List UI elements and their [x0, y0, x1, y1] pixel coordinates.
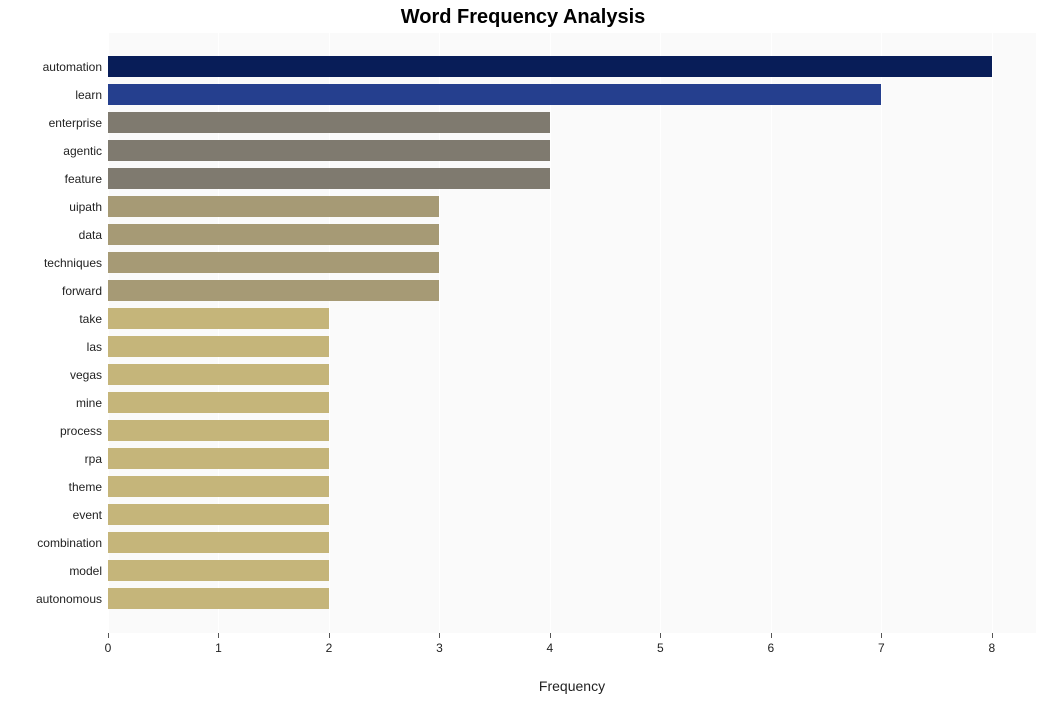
y-tick-label: feature — [65, 172, 102, 186]
bar — [108, 84, 881, 105]
x-tick-label: 4 — [530, 641, 570, 655]
y-tick-label: theme — [69, 480, 102, 494]
x-tick-label: 7 — [861, 641, 901, 655]
grid-line — [771, 33, 772, 633]
x-tick-mark — [218, 633, 219, 638]
bar — [108, 56, 992, 77]
y-tick-label: autonomous — [36, 592, 102, 606]
bar — [108, 588, 329, 609]
y-tick-label: mine — [76, 396, 102, 410]
y-tick-label: learn — [75, 88, 102, 102]
bar — [108, 532, 329, 553]
y-tick-label: uipath — [69, 200, 102, 214]
bar — [108, 196, 439, 217]
y-tick-label: agentic — [63, 144, 102, 158]
bar — [108, 168, 550, 189]
y-tick-label: take — [79, 312, 102, 326]
grid-line — [550, 33, 551, 633]
x-tick-label: 2 — [309, 641, 349, 655]
bar — [108, 476, 329, 497]
x-tick-mark — [108, 633, 109, 638]
y-tick-label: combination — [37, 536, 102, 550]
x-tick-mark — [550, 633, 551, 638]
x-tick-label: 1 — [198, 641, 238, 655]
x-tick-mark — [329, 633, 330, 638]
y-tick-label: vegas — [70, 368, 102, 382]
bar — [108, 224, 439, 245]
y-tick-label: las — [87, 340, 102, 354]
x-tick-mark — [992, 633, 993, 638]
y-tick-label: forward — [62, 284, 102, 298]
y-tick-label: techniques — [44, 256, 102, 270]
x-axis-title: Frequency — [108, 678, 1036, 694]
x-tick-label: 6 — [751, 641, 791, 655]
plot-area — [108, 33, 1036, 633]
bar — [108, 420, 329, 441]
x-tick-mark — [660, 633, 661, 638]
x-tick-mark — [881, 633, 882, 638]
y-tick-label: data — [79, 228, 102, 242]
bar — [108, 504, 329, 525]
grid-line — [881, 33, 882, 633]
y-tick-label: rpa — [85, 452, 102, 466]
y-tick-label: enterprise — [49, 116, 102, 130]
bar — [108, 392, 329, 413]
y-tick-label: automation — [43, 60, 102, 74]
x-tick-label: 8 — [972, 641, 1012, 655]
bar — [108, 252, 439, 273]
x-tick-label: 3 — [419, 641, 459, 655]
x-tick-mark — [439, 633, 440, 638]
x-tick-mark — [771, 633, 772, 638]
bar — [108, 140, 550, 161]
bar — [108, 112, 550, 133]
bar — [108, 560, 329, 581]
y-tick-label: model — [69, 564, 102, 578]
x-tick-label: 5 — [640, 641, 680, 655]
chart-container: Word Frequency Analysis automation learn e… — [0, 0, 1046, 701]
bar — [108, 448, 329, 469]
bar — [108, 364, 329, 385]
x-tick-label: 0 — [88, 641, 128, 655]
bar — [108, 280, 439, 301]
y-tick-label: event — [73, 508, 102, 522]
chart-title: Word Frequency Analysis — [0, 6, 1046, 29]
bar — [108, 336, 329, 357]
grid-line — [660, 33, 661, 633]
grid-line — [992, 33, 993, 633]
bar — [108, 308, 329, 329]
y-tick-label: process — [60, 424, 102, 438]
